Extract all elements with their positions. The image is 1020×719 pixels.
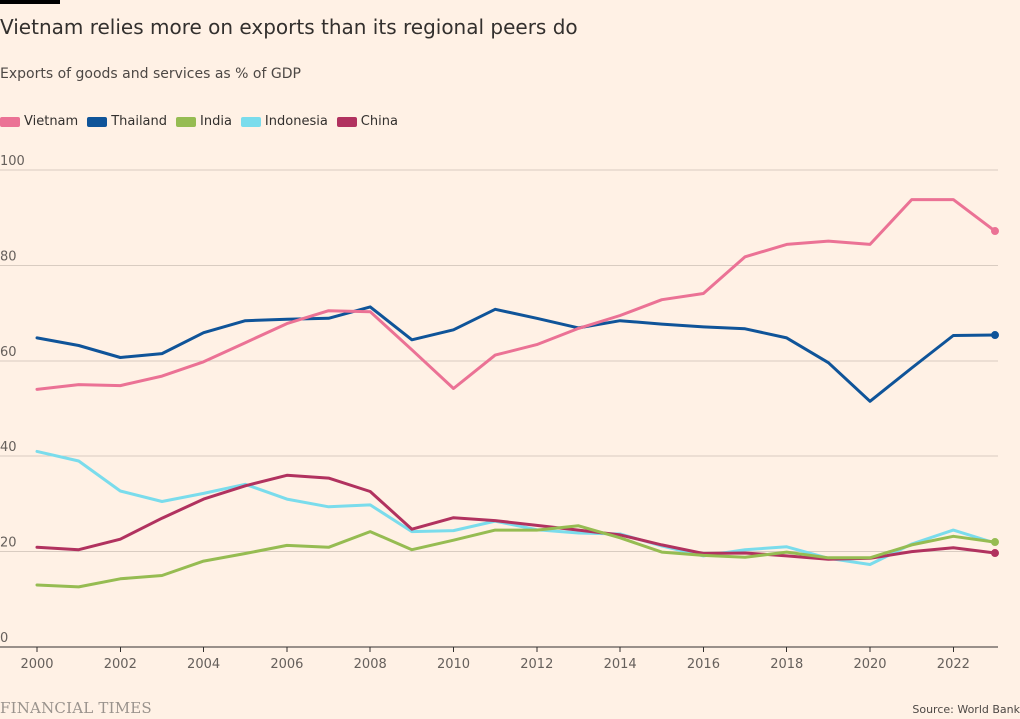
y-tick-label-60: 60 xyxy=(0,345,17,360)
x-tick-label-2014: 2014 xyxy=(604,657,637,672)
x-tick-label-2000: 2000 xyxy=(20,657,53,672)
legend-label-thailand: Thailand xyxy=(111,114,168,129)
series-line-china xyxy=(35,473,997,561)
x-tick-label-2020: 2020 xyxy=(853,657,886,672)
legend-swatch-india xyxy=(176,116,197,127)
legend-swatch-vietnam xyxy=(0,116,20,127)
legend: Vietnam Thailand India Indonesia China xyxy=(0,114,407,129)
legend-swatch-indonesia xyxy=(240,116,261,127)
x-tick-label-2018: 2018 xyxy=(770,657,803,672)
legend-item-indonesia: Indonesia xyxy=(240,114,328,129)
x-tick-label-2016: 2016 xyxy=(687,657,720,672)
legend-item-china: China xyxy=(336,114,398,129)
series-endpoint-india xyxy=(991,538,999,547)
legend-label-indonesia: Indonesia xyxy=(264,114,328,129)
x-tick-label-2004: 2004 xyxy=(187,657,220,672)
x-tick-label-2012: 2012 xyxy=(520,657,553,672)
series-endpoint-vietnam xyxy=(991,227,999,236)
x-tick-label-2002: 2002 xyxy=(104,657,137,672)
legend-swatch-thailand xyxy=(87,116,108,127)
legend-label-india: India xyxy=(200,114,232,129)
x-tick-label-2010: 2010 xyxy=(437,657,470,672)
legend-item-india: India xyxy=(176,114,232,129)
y-tick-label-80: 80 xyxy=(0,249,17,264)
legend-item-vietnam: Vietnam xyxy=(0,114,78,129)
y-tick-label-0: 0 xyxy=(0,631,8,646)
x-tick-label-2022: 2022 xyxy=(937,657,970,672)
series-line-thailand xyxy=(35,305,997,403)
chart-subtitle: Exports of goods and services as % of GD… xyxy=(0,66,301,82)
y-tick-label-40: 40 xyxy=(0,440,17,455)
series-line-india xyxy=(35,524,997,589)
source-note: Source: World Bank xyxy=(912,703,1020,716)
ft-top-bar xyxy=(0,0,60,4)
x-tick-label-2006: 2006 xyxy=(270,657,303,672)
y-tick-label-100: 100 xyxy=(0,154,25,169)
legend-label-vietnam: Vietnam xyxy=(24,114,79,129)
series-endpoint-thailand xyxy=(991,331,999,340)
chart-title: Vietnam relies more on exports than its … xyxy=(0,15,578,39)
legend-item-thailand: Thailand xyxy=(87,114,167,129)
ft-logo: FINANCIAL TIMES xyxy=(0,699,152,717)
series-line-vietnam xyxy=(35,198,997,391)
series-endpoint-china xyxy=(991,549,999,558)
legend-label-china: China xyxy=(360,114,398,129)
legend-swatch-china xyxy=(336,116,357,127)
series-line-indonesia xyxy=(35,449,997,566)
x-tick-label-2008: 2008 xyxy=(354,657,387,672)
y-tick-label-20: 20 xyxy=(0,536,17,551)
